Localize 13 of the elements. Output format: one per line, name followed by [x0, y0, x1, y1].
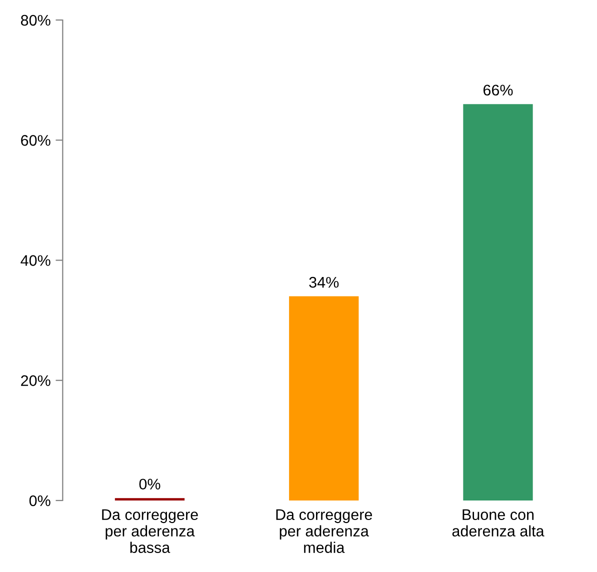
y-tick-label: 60%: [21, 135, 50, 146]
bar: [463, 104, 533, 500]
data-label: 66%: [483, 84, 513, 96]
x-tick-label: Da correggere per aderenza media: [276, 509, 372, 553]
y-tick-label: 80%: [20, 14, 50, 26]
data-label: 0%: [139, 478, 160, 490]
x-tick-label: Buone con aderenza alta: [452, 509, 544, 537]
data-label: 34%: [309, 276, 339, 288]
y-tick-label: 0%: [29, 495, 50, 506]
y-tick-label: 20%: [21, 375, 50, 386]
bar: [289, 296, 359, 500]
x-tick-label: Da correggere per aderenza bassa: [102, 509, 198, 553]
y-tick-label: 40%: [20, 255, 50, 266]
